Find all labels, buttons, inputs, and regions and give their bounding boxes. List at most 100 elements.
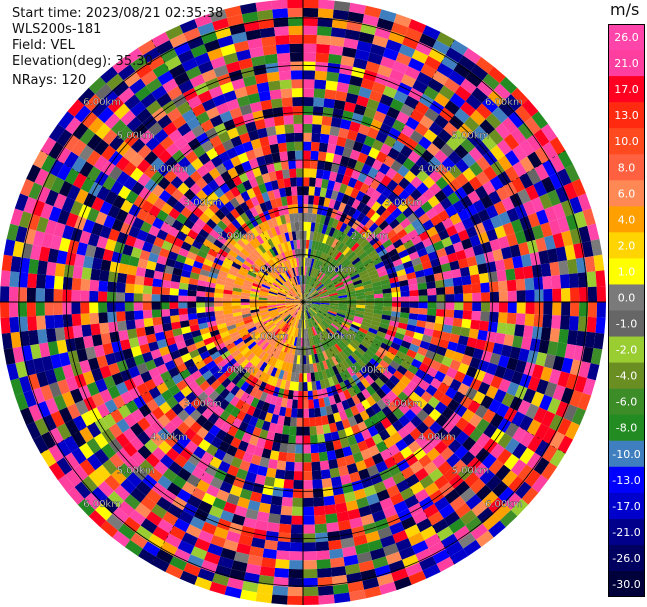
velocity-gate xyxy=(172,93,188,108)
velocity-gate xyxy=(331,260,339,269)
velocity-gate xyxy=(536,209,549,225)
velocity-gate xyxy=(196,290,206,297)
velocity-gate xyxy=(262,363,271,374)
velocity-gate xyxy=(295,150,303,160)
velocity-gate xyxy=(382,257,393,266)
velocity-gate xyxy=(461,318,472,329)
velocity-gate xyxy=(303,302,310,308)
velocity-gate xyxy=(577,193,592,212)
velocity-gate xyxy=(369,236,380,246)
velocity-gate xyxy=(514,324,525,337)
velocity-gate xyxy=(144,359,157,371)
velocity-gate xyxy=(330,323,339,330)
colorbar-tick-label: -13.0 xyxy=(612,474,640,487)
velocity-gate xyxy=(380,253,391,262)
velocity-gate xyxy=(239,488,253,500)
velocity-gate xyxy=(303,52,317,62)
velocity-gate xyxy=(365,298,375,302)
velocity-gate xyxy=(186,473,201,488)
range-ring-label: 2.00km xyxy=(217,231,255,242)
velocity-gate xyxy=(253,318,263,324)
velocity-gate xyxy=(221,377,232,389)
velocity-gate xyxy=(372,240,383,250)
velocity-gate xyxy=(182,460,197,474)
velocity-gate xyxy=(147,533,165,549)
velocity-gate xyxy=(303,302,312,305)
velocity-gate xyxy=(0,317,11,334)
velocity-gate xyxy=(268,171,278,182)
velocity-gate xyxy=(578,287,589,302)
velocity-gate xyxy=(241,222,251,233)
velocity-gate xyxy=(364,5,382,18)
velocity-gate xyxy=(312,249,317,259)
velocity-gate xyxy=(223,313,234,319)
velocity-gate xyxy=(258,326,267,334)
velocity-gate xyxy=(142,47,161,63)
velocity-gate xyxy=(340,257,350,267)
velocity-gate xyxy=(189,182,202,195)
velocity-gate xyxy=(486,331,497,343)
velocity-gate xyxy=(271,152,281,163)
velocity-gate xyxy=(65,469,82,488)
velocity-gate xyxy=(129,436,145,452)
velocity-gate xyxy=(117,404,132,419)
velocity-gate xyxy=(322,234,329,244)
velocity-gate xyxy=(340,55,355,67)
velocity-gate xyxy=(302,302,303,311)
velocity-gate xyxy=(337,352,345,362)
velocity-gate xyxy=(503,334,515,347)
velocity-gate xyxy=(104,399,118,414)
velocity-gate xyxy=(193,82,209,96)
velocity-gate xyxy=(238,534,253,547)
velocity-gate xyxy=(303,25,318,35)
velocity-gate xyxy=(349,326,359,334)
velocity-gate xyxy=(130,532,148,549)
velocity-gate xyxy=(404,170,417,183)
velocity-gate xyxy=(277,243,284,254)
velocity-gate xyxy=(315,283,323,291)
velocity-gate xyxy=(413,447,427,461)
velocity-gate xyxy=(433,240,445,251)
velocity-gate xyxy=(303,295,309,302)
velocity-gate xyxy=(356,381,366,392)
velocity-gate xyxy=(124,94,141,110)
velocity-gate xyxy=(108,321,119,333)
velocity-gate xyxy=(543,288,553,302)
velocity-gate xyxy=(308,318,313,328)
velocity-gate xyxy=(471,310,481,321)
velocity-gate xyxy=(374,518,390,531)
velocity-gate xyxy=(260,493,273,505)
velocity-gate xyxy=(199,244,211,254)
velocity-gate xyxy=(314,523,328,534)
velocity-gate xyxy=(336,330,345,338)
velocity-gate xyxy=(347,239,357,249)
velocity-gate xyxy=(463,293,473,302)
velocity-gate xyxy=(422,564,441,579)
velocity-gate xyxy=(203,431,216,444)
velocity-gate xyxy=(496,448,513,465)
velocity-gate xyxy=(271,594,288,605)
velocity-gate xyxy=(296,355,301,365)
velocity-gate xyxy=(71,156,87,173)
velocity-gate xyxy=(312,345,317,355)
velocity-gate xyxy=(247,92,261,104)
velocity-gate xyxy=(71,277,82,291)
velocity-gate xyxy=(349,149,361,161)
velocity-gate xyxy=(344,249,354,258)
velocity-gate xyxy=(285,304,295,308)
velocity-gate xyxy=(180,352,192,363)
velocity-gate xyxy=(366,464,380,477)
velocity-gate xyxy=(324,89,337,100)
velocity-gate xyxy=(223,354,234,364)
velocity-gate xyxy=(226,464,240,477)
velocity-gate xyxy=(24,228,37,245)
velocity-gate xyxy=(272,282,281,289)
velocity-gate xyxy=(200,119,214,133)
velocity-gate xyxy=(124,292,134,302)
velocity-gate xyxy=(353,336,363,344)
velocity-gate xyxy=(66,403,81,420)
velocity-gate xyxy=(88,510,107,528)
velocity-gate xyxy=(296,257,300,267)
velocity-gate xyxy=(190,194,203,207)
velocity-gate xyxy=(495,403,510,418)
